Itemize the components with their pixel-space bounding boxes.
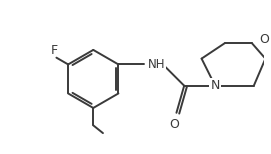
Text: N: N	[211, 79, 220, 92]
Text: F: F	[50, 44, 57, 57]
Text: O: O	[170, 118, 179, 131]
Text: NH: NH	[147, 58, 165, 71]
Text: O: O	[260, 33, 269, 46]
